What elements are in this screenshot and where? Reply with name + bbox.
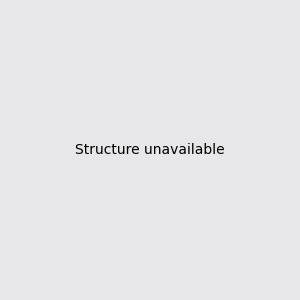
Text: Structure unavailable: Structure unavailable [75,143,225,157]
